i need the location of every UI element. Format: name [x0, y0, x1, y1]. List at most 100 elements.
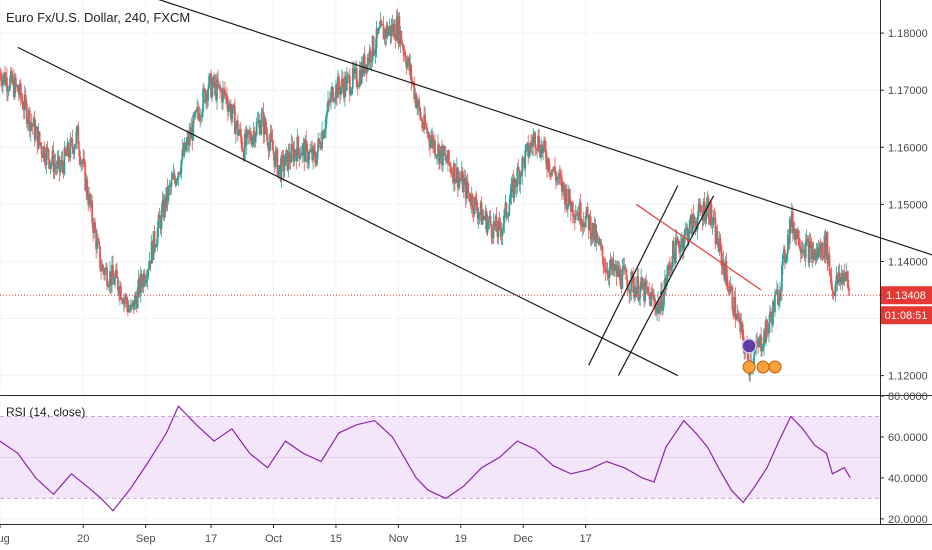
candle-body	[216, 79, 218, 100]
candle-body	[666, 276, 668, 286]
candle-body	[92, 222, 95, 234]
candle-body	[292, 147, 295, 162]
candle-body	[777, 289, 779, 305]
candle-body	[530, 143, 533, 145]
candle-body	[493, 221, 496, 227]
candle-body	[729, 286, 732, 293]
candle-body	[78, 148, 81, 157]
candle-body	[237, 133, 240, 136]
countdown-tag	[881, 306, 932, 325]
candle-body	[262, 111, 265, 135]
candle-body	[342, 85, 345, 98]
candle-body	[688, 220, 691, 234]
candle-body	[675, 237, 678, 243]
candle-body	[259, 126, 262, 135]
candle-body	[624, 269, 627, 271]
candle-body	[716, 230, 719, 246]
candle-body	[164, 197, 167, 209]
candle-body	[519, 172, 522, 185]
candle-body	[85, 179, 88, 191]
candle-body	[799, 248, 802, 254]
candle-body	[118, 289, 120, 296]
time-tick-label: 17	[205, 533, 217, 545]
candle-body	[794, 229, 797, 240]
candle-body	[646, 287, 649, 289]
candle-body	[643, 283, 646, 302]
candle-body	[163, 197, 166, 218]
candle-body	[180, 160, 183, 174]
candle-body	[491, 235, 494, 239]
candle-body	[117, 277, 119, 290]
candle-body	[268, 142, 271, 152]
candle-body	[653, 298, 655, 300]
candle-body	[359, 70, 362, 84]
candle-body	[55, 166, 58, 169]
candle-body	[779, 290, 781, 301]
candle-body	[363, 54, 366, 73]
candle-body	[1, 80, 3, 86]
candle-body	[349, 93, 352, 95]
candle-body	[408, 57, 411, 71]
candle-body	[152, 231, 155, 260]
candle-body	[256, 121, 259, 123]
candle-body	[311, 149, 314, 160]
candle-body	[699, 205, 702, 212]
candle-body	[56, 160, 59, 169]
candle-body	[788, 219, 791, 245]
time-tick-label: Nov	[389, 533, 409, 545]
candle-body	[446, 160, 448, 164]
candle-body	[678, 247, 681, 253]
candle-body	[277, 166, 280, 176]
candle-body	[170, 179, 173, 187]
candle-body	[76, 125, 79, 132]
candle-body	[472, 209, 475, 215]
candle-body	[143, 273, 146, 284]
candle-body	[29, 122, 32, 132]
candle-body	[33, 118, 36, 140]
candle-body	[123, 298, 126, 300]
candle-body	[578, 202, 581, 221]
candle-body	[301, 145, 304, 156]
candle-body	[808, 241, 811, 263]
candle-body	[438, 144, 440, 164]
candle-body	[587, 215, 590, 230]
candle-body	[81, 161, 84, 164]
candle-body	[87, 196, 90, 205]
candle-body	[633, 286, 636, 293]
candle-body	[677, 240, 680, 248]
candle-body	[231, 104, 234, 114]
candle-body	[618, 269, 621, 277]
candle-body	[287, 151, 290, 171]
candle-body	[6, 77, 8, 92]
candle-body	[616, 266, 619, 277]
candle-body	[708, 218, 711, 225]
candle-body	[644, 280, 647, 302]
candle-body	[313, 146, 316, 152]
candle-body	[250, 140, 253, 145]
candle-body	[370, 60, 373, 63]
candle-body	[460, 171, 463, 181]
candle-body	[698, 203, 701, 206]
candle-body	[266, 134, 269, 146]
candle-body	[331, 87, 333, 93]
candle-body	[620, 285, 623, 289]
candle-body	[603, 267, 606, 269]
candle-body	[275, 149, 278, 152]
candle-body	[357, 84, 360, 87]
candle-body	[668, 264, 670, 267]
candle-body	[82, 158, 85, 164]
candle-body	[481, 215, 484, 225]
candle-body	[637, 276, 640, 300]
candle-body	[841, 273, 844, 284]
candle-body	[617, 266, 620, 277]
time-tick-label: 19	[455, 533, 467, 545]
candle-body	[555, 173, 557, 182]
candle-body	[768, 322, 770, 334]
candle-body	[566, 204, 569, 210]
candle-body	[584, 215, 587, 228]
candle-body	[88, 194, 91, 205]
candle-body	[764, 330, 766, 343]
candle-body	[656, 305, 658, 313]
candle-body	[122, 298, 125, 304]
candle-body	[109, 271, 111, 286]
